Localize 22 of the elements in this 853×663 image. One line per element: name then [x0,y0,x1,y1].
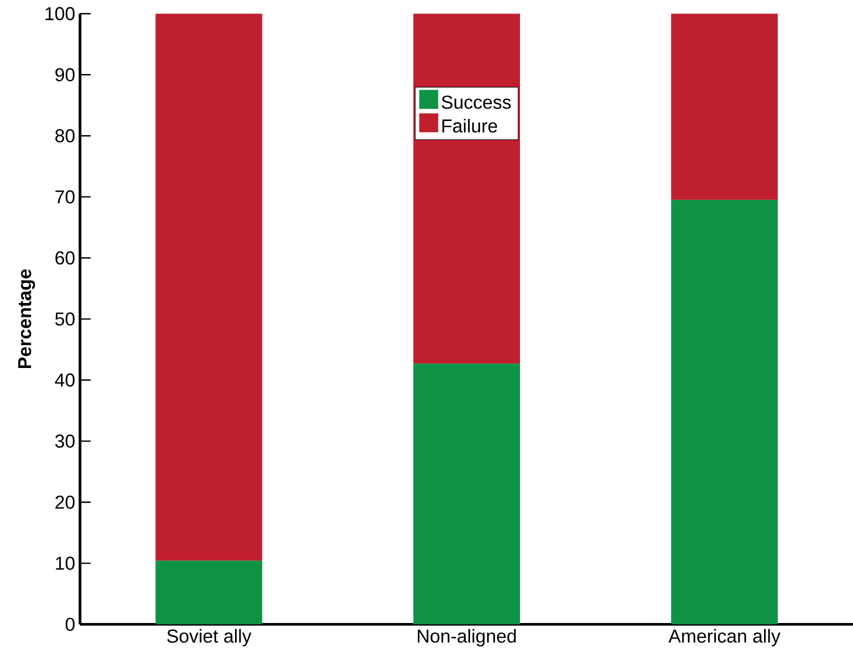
bar [671,200,778,624]
bar [156,14,262,561]
bar [413,364,520,624]
x-tick-label: Soviet ally [167,629,252,646]
y-tick-label: 70 [55,190,75,204]
y-tick-label: 40 [54,373,75,387]
y-tick-label: 0 [66,618,75,631]
y-tick-label: 80 [55,129,75,142]
x-tick-label: American ally [668,629,780,646]
y-tick-label: 60 [55,251,75,265]
legend-label: Failure [442,118,498,133]
bar [156,560,262,624]
y-tick-label: 30 [55,434,75,448]
y-tick-label: 50 [55,312,75,326]
y-tick-label: 100 [46,7,75,20]
y-axis-title: Percentage [18,269,35,368]
y-tick-label: 20 [55,496,75,509]
y-tick-label: 10 [56,556,75,570]
y-tick-label: 90 [55,68,75,82]
legend-label: Success [442,96,511,109]
x-tick-label: Non-aligned [418,629,516,646]
bar [671,14,778,200]
